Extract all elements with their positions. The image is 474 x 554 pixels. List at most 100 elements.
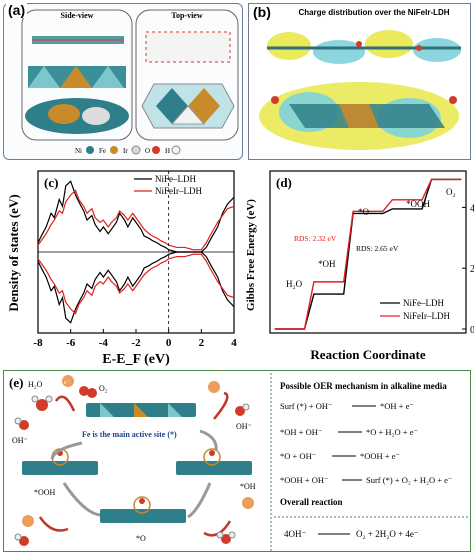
mechanism-title: Possible OER mechanism in alkaline media: [280, 381, 447, 391]
gibbs-legend-nife: NiFe–LDH: [403, 298, 444, 308]
panel-b-tag: (b): [251, 4, 273, 20]
dos-xtick-label-3: -2: [131, 337, 141, 349]
step-label-h2o: H₂O: [286, 279, 303, 289]
panel-a: (a): [3, 2, 243, 160]
mechanism-step-4: *OOH + OH⁻ Surf (*) + O₂ + H₂O + e⁻: [280, 475, 453, 485]
step-label-ooh: *OOH: [406, 199, 430, 209]
gibbs-series-0: [274, 178, 462, 330]
side-view-slab: [28, 66, 126, 88]
step4-right: Surf (*) + O₂ + H₂O + e⁻: [366, 475, 453, 485]
legend-nife: NiFe–LDH: [155, 174, 196, 184]
gibbs-chart: 0 2 4 (d) Gibbs Free Energy (eV) Reaction …: [245, 170, 474, 362]
panel-e-tag: (e): [9, 375, 23, 390]
ldh-layer-bottom: [100, 496, 186, 523]
side-view-frame: [21, 9, 133, 141]
panel-d: 0 2 4 (d) Gibbs Free Energy (eV) Reaction …: [240, 163, 474, 366]
oer-cycle: (e) H₂O O₂ e⁻ OH⁻ OH⁻ Fe is the main act: [9, 373, 470, 551]
oh-site-label: *OH: [240, 482, 256, 491]
charge-density-render: [259, 30, 461, 150]
legend-nifeir: NiFeIr–LDH: [155, 186, 202, 196]
gibbs-ylabel: Gibbs Free Energy (eV): [245, 199, 257, 311]
rds-nifeir: RDS: 2.32 eV: [294, 234, 337, 243]
dos-xtick-label-6: 4: [231, 337, 237, 349]
step-label-o: *O: [358, 207, 370, 217]
dos-xlabel: E-E_F (eV): [102, 352, 170, 366]
panel-b-title: Charge distribution over the NiFeIr-LDH: [298, 8, 450, 17]
panel-e: (e) H₂O O₂ e⁻ OH⁻ OH⁻ Fe is the main act: [3, 370, 471, 552]
overall-title: Overall reaction: [280, 497, 343, 507]
h2o-molecule-icon: [31, 395, 53, 411]
charge-chain-top: [267, 30, 461, 64]
side-view-chain: [32, 36, 124, 44]
e-label-1: e⁻: [64, 380, 70, 386]
side-view-label: Side-view: [61, 11, 94, 20]
dos-xtick-label-4: 0: [166, 337, 172, 349]
o2-molecule-icon: [79, 386, 97, 398]
gibbs-ytick-label-2: 4: [470, 203, 474, 214]
ldh-layer-left: [22, 448, 98, 475]
dos-series-0-down: [37, 251, 235, 324]
panel-d-tag: (d): [276, 175, 292, 190]
step-label-oh: *OH: [318, 259, 336, 269]
legend-ir: Ir: [123, 147, 128, 155]
top-view-label: Top-view: [171, 11, 202, 20]
panel-a-structures: Side-view Top-view Ni Fe Ir O H: [21, 9, 239, 155]
charge-slab-bottom: [259, 82, 459, 150]
step2-right: *O + H₂O + e⁻: [366, 427, 418, 437]
legend-fe: Fe: [99, 147, 106, 155]
mechanism-step-3: *O + OH⁻ *OOH + e⁻: [280, 451, 400, 461]
side-view-cluster: [25, 98, 129, 134]
step3-left: *O + OH⁻: [280, 451, 317, 461]
dos-ylabel: Density of states (eV): [6, 194, 21, 311]
gibbs-xlabel: Reaction Coordinate: [310, 347, 425, 362]
gibbs-plot-frame: [269, 170, 467, 334]
dos-series-0-up: [37, 180, 235, 253]
oh-label-2: OH⁻: [236, 422, 252, 431]
panel-a-tag: (a): [6, 2, 28, 18]
step4-left: *OOH + OH⁻: [280, 475, 329, 485]
panel-c: -8 -6 -4 -2 0 2 4 (c) NiFe–LDH NiFeIr–LDH Dens…: [0, 163, 240, 367]
step2-left: *OH + OH⁻: [280, 427, 323, 437]
gibbs-series-1: [274, 178, 462, 330]
hydroxide-icon-3: [14, 533, 29, 546]
dos-xtick-label-1: -6: [66, 337, 76, 349]
electron-icon-2: [208, 381, 220, 393]
panel-b: (b) Charge distribution over the NiFeIr-…: [248, 3, 471, 160]
h2o-label: H₂O: [28, 380, 43, 389]
ldh-layer-right: [176, 448, 252, 475]
dos-xtick-label-5: 2: [199, 337, 205, 349]
top-view-frame: [135, 9, 239, 141]
hydroxide-icon-1: [14, 417, 29, 430]
electron-icon-4: [242, 497, 254, 509]
dos-xtick-label-2: -4: [99, 337, 109, 349]
step1-left: Surf (*) + OH⁻: [280, 401, 333, 411]
dos-chart: -8 -6 -4 -2 0 2 4 (c) NiFe–LDH NiFeIr–LDH Dens…: [6, 170, 237, 367]
dos-series-1-up: [37, 189, 235, 251]
step3-right: *OOH + e⁻: [360, 451, 400, 461]
h2o-molecule-icon-2: [216, 531, 236, 544]
gibbs-ytick-label-1: 2: [470, 264, 474, 275]
atom-legend: [86, 145, 181, 155]
legend-h: H: [165, 147, 170, 155]
mechanism-step-2: *OH + OH⁻ *O + H₂O + e⁻: [280, 427, 418, 437]
overall-reaction: 4OH⁻ O₂ + 2H₂O + 4e⁻: [284, 529, 419, 539]
electron-icon-3: [22, 515, 34, 527]
panel-c-tag: (c): [44, 175, 58, 190]
overall-left: 4OH⁻: [284, 529, 306, 539]
step-label-o2: O₂: [446, 187, 456, 197]
gibbs-legend-nifeir: NiFeIr–LDH: [403, 311, 450, 321]
legend-o: O: [145, 147, 150, 155]
active-site-label: Fe is the main active site (*): [82, 430, 177, 439]
top-view-sheet: [141, 31, 235, 129]
o2-label: O₂: [99, 384, 108, 393]
step1-right: *OH + e⁻: [380, 401, 414, 411]
rds-nife: RDS: 2.65 eV: [356, 244, 399, 253]
o-label: *O: [136, 534, 146, 543]
legend-ni: Ni: [75, 147, 82, 155]
dos-series-1-down: [37, 253, 235, 315]
overall-right: O₂ + 2H₂O + 4e⁻: [356, 529, 419, 539]
cycle-arrows: [50, 429, 218, 519]
ooh-label: *OOH: [34, 488, 56, 497]
hydroxide-icon-2: [235, 403, 250, 416]
dos-xtick-label-0: -8: [33, 337, 43, 349]
